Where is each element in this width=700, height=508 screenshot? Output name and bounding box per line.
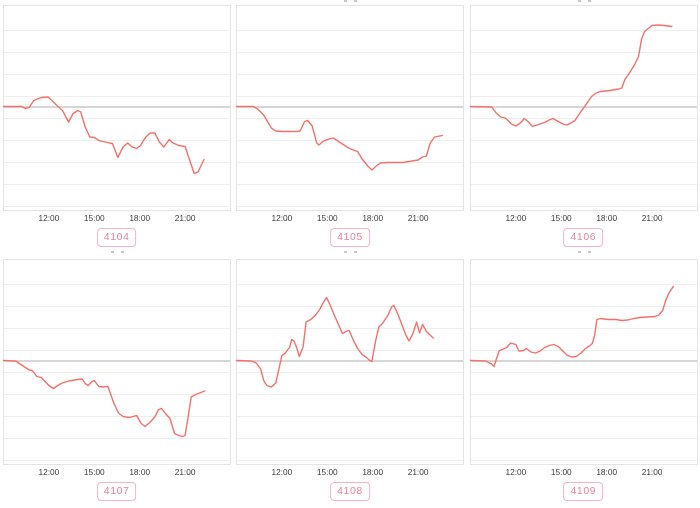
- svg-text:12:00: 12:00: [272, 467, 293, 477]
- chart-id-badge-4107[interactable]: 4107: [96, 482, 137, 501]
- svg-text:21:00: 21:00: [408, 467, 429, 477]
- svg-text:21:00: 21:00: [175, 467, 196, 477]
- svg-text:12:00: 12:00: [39, 467, 60, 477]
- chart-id-label: 4105: [337, 231, 363, 243]
- svg-text:12:00: 12:00: [39, 213, 60, 223]
- chart-id-label: 4104: [103, 231, 130, 243]
- chart-panel-4107: 12:00 15:00 18:00 21:00 4107: [0, 251, 234, 508]
- svg-text:15:00: 15:00: [317, 467, 338, 477]
- svg-text:21:00: 21:00: [175, 213, 196, 223]
- svg-text:15:00: 15:00: [317, 213, 338, 223]
- svg-text:15:00: 15:00: [84, 213, 105, 223]
- svg-text:15:00: 15:00: [551, 467, 572, 477]
- chart-id-label: 4107: [103, 485, 130, 497]
- svg-text:18:00: 18:00: [129, 213, 150, 223]
- chart-id-label: 4109: [570, 485, 597, 497]
- svg-text:12:00: 12:00: [505, 213, 526, 223]
- svg-text:18:00: 18:00: [596, 213, 617, 223]
- chart-panel-4105: 12:00 15:00 18:00 21:00 4105: [233, 0, 467, 254]
- sparkline-chart-4108: 12:00 15:00 18:00 21:00: [236, 259, 465, 477]
- svg-text:15:00: 15:00: [551, 213, 572, 223]
- svg-text:12:00: 12:00: [505, 467, 526, 477]
- chart-id-badge-4105[interactable]: 4105: [330, 228, 370, 247]
- sparkline-chart-4104: 12:00 15:00 18:00 21:00: [2, 5, 231, 223]
- sparkline-chart-4107: 12:00 15:00 18:00 21:00: [2, 259, 231, 477]
- svg-text:18:00: 18:00: [363, 213, 384, 223]
- sparkline-chart-4105: 12:00 15:00 18:00 21:00: [236, 5, 465, 223]
- chart-panel-4109: 12:00 15:00 18:00 21:00 4109: [466, 251, 700, 508]
- svg-text:21:00: 21:00: [408, 213, 429, 223]
- svg-text:18:00: 18:00: [129, 467, 150, 477]
- svg-text:18:00: 18:00: [363, 467, 384, 477]
- chart-id-label: 4108: [337, 485, 363, 497]
- chart-id-label: 4106: [570, 231, 597, 243]
- chart-id-badge-4104[interactable]: 4104: [96, 228, 137, 247]
- svg-text:15:00: 15:00: [84, 467, 105, 477]
- svg-text:18:00: 18:00: [596, 467, 617, 477]
- chart-panel-4108: 12:00 15:00 18:00 21:00 4108: [233, 251, 467, 508]
- chart-id-badge-4106[interactable]: 4106: [563, 228, 604, 247]
- sparkline-chart-4106: 12:00 15:00 18:00 21:00: [469, 5, 698, 223]
- svg-text:12:00: 12:00: [272, 213, 293, 223]
- svg-text:21:00: 21:00: [641, 213, 662, 223]
- chart-id-badge-4108[interactable]: 4108: [330, 482, 370, 501]
- chart-panel-4106: 12:00 15:00 18:00 21:00 4106: [466, 0, 700, 254]
- svg-text:21:00: 21:00: [641, 467, 662, 477]
- sparkline-chart-4109: 12:00 15:00 18:00 21:00: [469, 259, 698, 477]
- chart-id-badge-4109[interactable]: 4109: [563, 482, 604, 501]
- chart-panel-4104: 12:00 15:00 18:00 21:00 4104: [0, 0, 234, 254]
